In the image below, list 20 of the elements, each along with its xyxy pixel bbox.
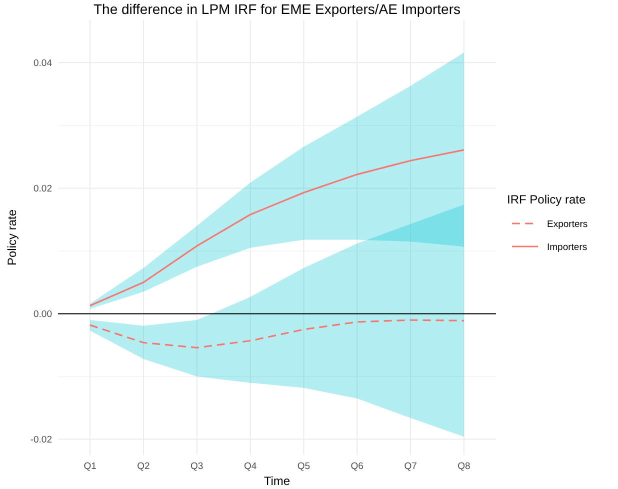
line-series	[89, 319, 465, 348]
x-tick-label: Q8	[458, 461, 470, 472]
x-tick-label: Q5	[297, 461, 310, 472]
x-axis-title: Time	[264, 474, 290, 488]
x-tick-label: Q1	[84, 461, 96, 472]
y-tick-label: 0.00	[34, 309, 52, 320]
y-axis-title: Policy rate	[5, 209, 19, 266]
legend-label: Importers	[547, 242, 588, 253]
x-tick-label: Q3	[190, 461, 204, 472]
legend-label: Exporters	[547, 218, 588, 230]
line-series	[89, 149, 465, 306]
x-tick-label: Q7	[404, 461, 417, 472]
x-tick-label: Q4	[244, 461, 257, 472]
legend-title: IRF Policy rate	[507, 192, 586, 206]
y-tick-label: 0.02	[34, 184, 52, 195]
x-tick-label: Q2	[137, 461, 150, 472]
y-tick-label: 0.04	[34, 58, 52, 70]
chart-title: The difference in LPM IRF for EME Exporters/AE Importers	[94, 1, 460, 17]
y-tick-label: -0.02	[30, 434, 52, 446]
x-tick-label: Q6	[350, 461, 364, 472]
